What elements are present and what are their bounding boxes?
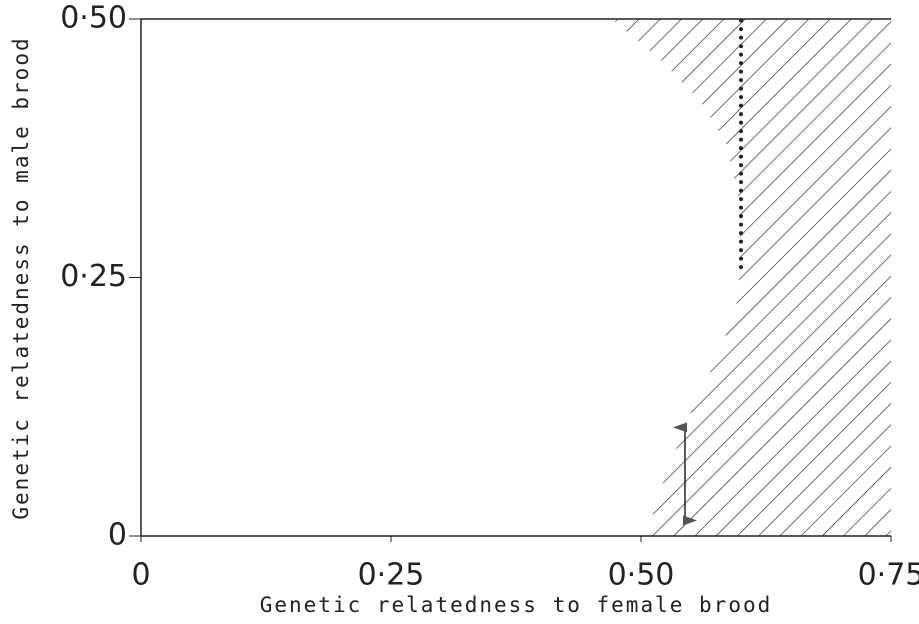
x-tick-label: 0·25 [358,558,425,593]
y-tick-label: 0 [108,518,127,553]
x-tick-label: 0·50 [608,558,675,593]
x-tick-label: 0·75 [858,558,919,593]
y-tick-label: 0·50 [60,1,127,36]
x-axis-label: Genetic relatedness to female brood [260,593,773,617]
y-axis-label: Genetic relatedness to male brood [9,36,33,519]
y-tick-label: 0·25 [60,259,127,294]
hatched-region [612,19,891,536]
x-tick-label: 0 [131,558,150,593]
